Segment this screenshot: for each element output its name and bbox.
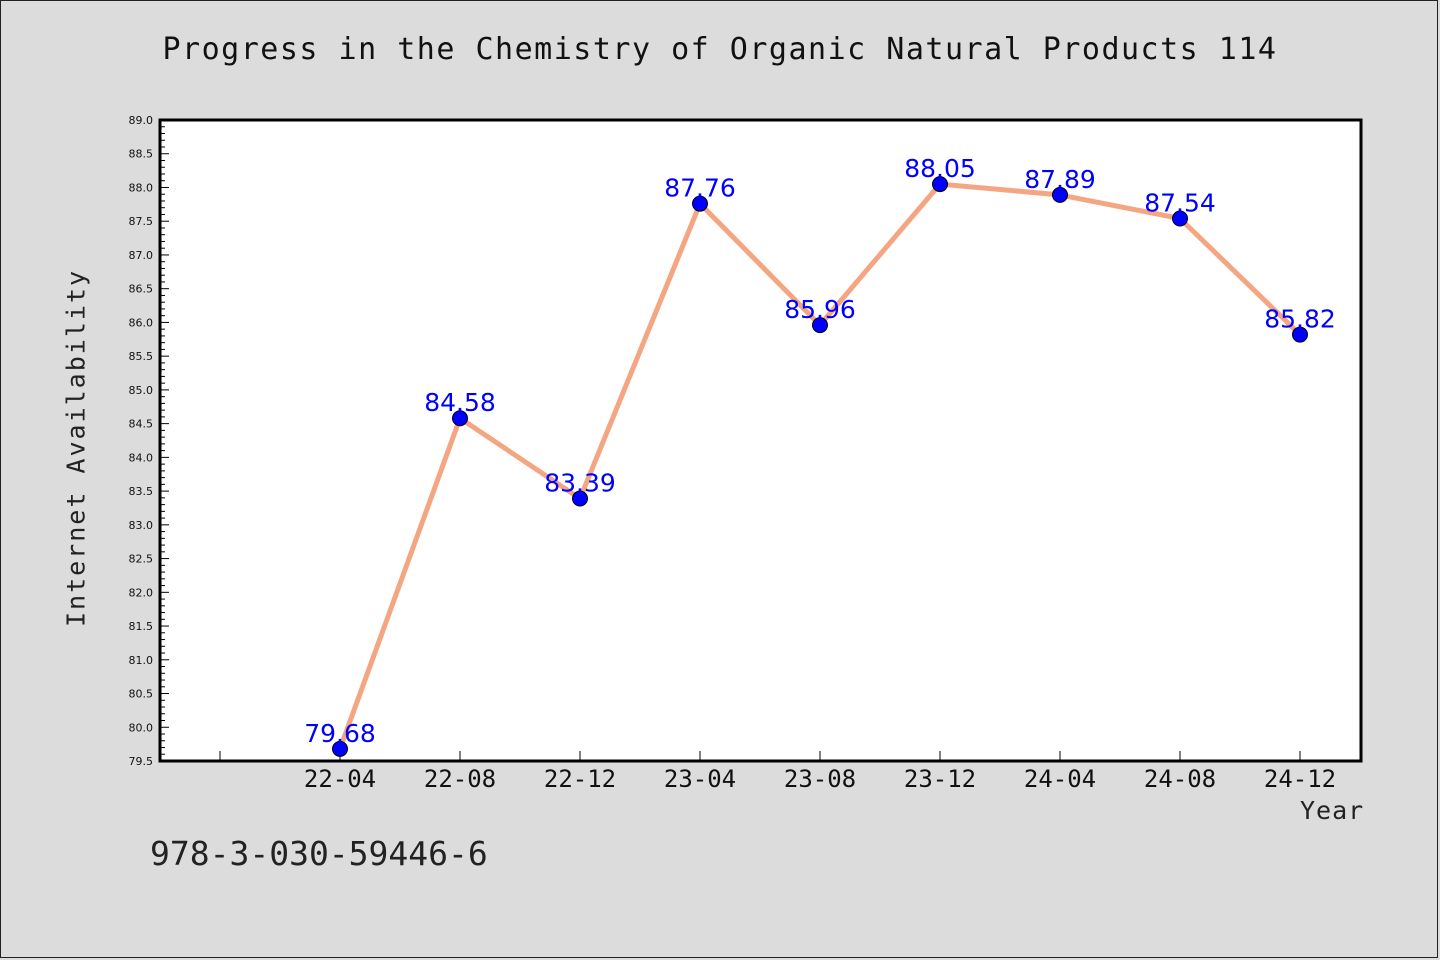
plot-area (158, 118, 1363, 763)
y-tick-label: 79.5 (129, 755, 154, 768)
y-tick-label: 89.0 (129, 114, 154, 127)
y-axis-label: Internet Availability (61, 268, 91, 628)
chart-title: Progress in the Chemistry of Organic Nat… (162, 32, 1278, 67)
x-tick-label: 24-04 (1024, 765, 1096, 793)
y-tick-label: 80.0 (129, 721, 154, 734)
data-point (692, 195, 708, 212)
y-tick-label: 88.0 (129, 181, 154, 194)
y-tick-label: 81.0 (129, 654, 154, 667)
y-tick-label: 83.0 (129, 519, 154, 532)
data-label: 88.05 (904, 154, 976, 183)
data-point (1052, 186, 1068, 203)
x-tick-label: 23-12 (904, 765, 976, 793)
y-tick-label: 85.5 (129, 350, 154, 363)
data-point (1172, 210, 1188, 227)
y-tick-label: 86.5 (129, 283, 154, 296)
isbn-label: 978-3-030-59446-6 (150, 834, 488, 873)
y-tick-label: 86.0 (129, 316, 154, 329)
y-tick-label: 81.5 (129, 620, 154, 633)
data-point (812, 317, 828, 334)
y-tick-label: 85.0 (129, 384, 154, 397)
y-tick-label: 82.5 (129, 553, 154, 566)
x-tick-label: 24-08 (1144, 765, 1216, 793)
data-point (452, 410, 468, 427)
y-tick-label: 88.5 (129, 148, 154, 161)
x-tick-label: 24-12 (1264, 765, 1336, 793)
data-label: 85.96 (784, 295, 856, 324)
data-point (572, 490, 588, 507)
data-point (332, 740, 348, 757)
y-tick-label: 82.0 (129, 586, 154, 599)
x-tick-label: 22-08 (424, 765, 496, 793)
x-tick-label: 23-04 (664, 765, 736, 793)
y-tick-label: 83.5 (129, 485, 154, 498)
y-axis: 79.5 80.0 80.5 81.0 81.5 82.0 82.5 83.0 83.5 84.0… (129, 114, 169, 768)
data-label: 87.76 (664, 174, 736, 203)
data-label: 79.68 (304, 719, 376, 748)
data-label: 87.54 (1144, 189, 1216, 218)
x-axis-label: Year (1300, 796, 1365, 825)
data-label: 84.58 (424, 388, 496, 417)
data-label: 85.82 (1264, 305, 1336, 334)
series-layer: 79.68 84.58 83.39 87.76 85.96 88.05 87.89 87.54… (304, 154, 1336, 757)
y-tick-label: 80.5 (129, 688, 154, 701)
data-point (932, 176, 948, 193)
data-point (1292, 326, 1308, 343)
data-label: 83.39 (544, 469, 616, 498)
y-tick-label: 84.0 (129, 451, 154, 464)
x-tick-label: 23-08 (784, 765, 856, 793)
data-label: 87.89 (1024, 165, 1096, 194)
x-tick-label: 22-04 (304, 765, 376, 793)
y-tick-label: 87.5 (129, 215, 154, 228)
y-tick-label: 87.0 (129, 249, 154, 262)
x-tick-label: 22-12 (544, 765, 616, 793)
y-tick-label: 84.5 (129, 418, 154, 431)
x-axis: 22-04 22-08 22-12 23-04 23-08 23-12 24-04 24-08… (219, 751, 1336, 793)
